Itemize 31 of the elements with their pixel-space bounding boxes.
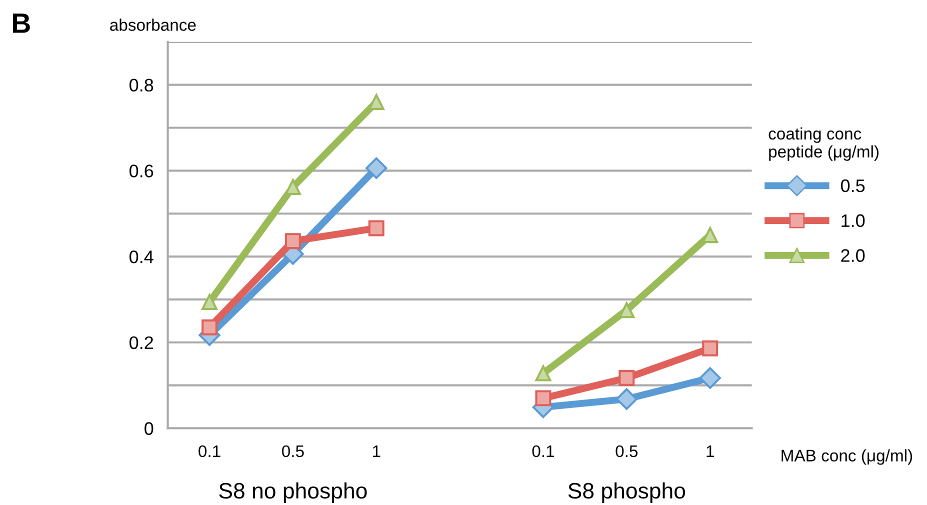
point [702,340,718,356]
legend-label: 2.0 [841,249,865,262]
point [284,179,301,195]
legend-title: coating conc peptide (μg/ml) [768,127,879,161]
x-tick-label: 0.5 [282,445,304,458]
x-tick-label: 0.5 [616,445,638,458]
point [202,294,218,310]
x-axis-title: MAB conc (μg/ml) [782,449,912,465]
legend-label: 0.5 [840,179,865,192]
legend-label: 1.0 [842,214,865,228]
y-axis-title: absorbance [110,18,196,31]
point [202,319,218,336]
y-tick-label: 0.2 [130,336,153,350]
point [535,390,552,406]
point [365,157,388,179]
text: S8 phospho [568,482,686,504]
y-tick-label: 0 [144,422,154,435]
x-tick-label: 1 [373,446,380,457]
point [618,370,635,386]
point [284,233,301,250]
y-tick-label: 0.8 [130,78,154,92]
point [535,365,552,382]
y-tick-label: 0.6 [130,164,154,178]
point [699,367,721,389]
text: B [12,14,30,33]
point [368,220,384,236]
x-tick-label: 0.1 [198,445,220,458]
text: S8 no phospho [219,482,367,504]
y-tick-label: 0.4 [130,250,154,264]
x-tick-label: 1 [706,446,714,457]
x-tick-label: 0.1 [532,445,554,458]
